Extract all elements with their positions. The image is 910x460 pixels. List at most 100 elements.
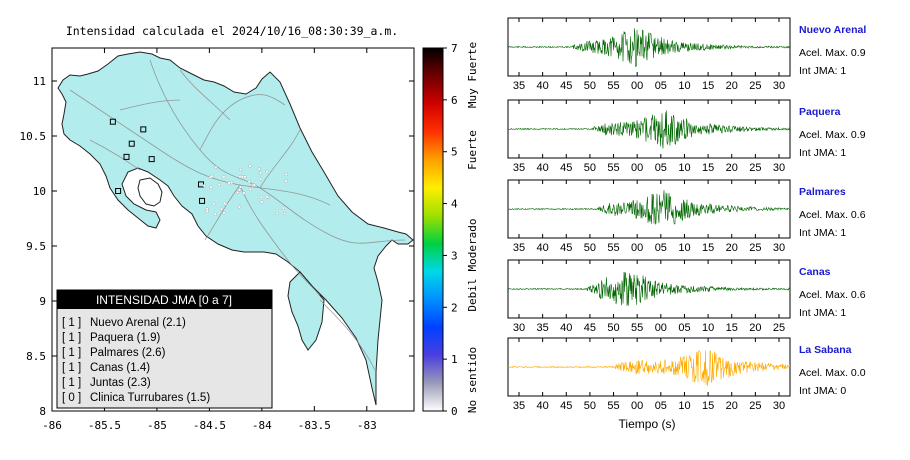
intensity-colorbar: 7 6 5 4 3 2 1 0 Muy Fuerte Fuerte Moderado Debil No… [422,42,479,418]
colorbar-tick-label: 7 [451,42,458,55]
seismogram-tick-label: 00 [655,322,667,334]
seismogram-panel: 35 40 45 50 55 00 05 10 15 20 25 30 Palmares Acel. Ma… [507,179,866,254]
seismogram-tick-label: 35 [537,322,549,334]
colorbar-category-label: Moderado [466,219,479,272]
seismogram-tick-label: 40 [537,400,549,412]
seismogram-tick-label: 10 [702,322,714,334]
seismogram-max-accel: Acel. Max. 0.6 [799,289,866,301]
seismogram-trace [507,28,791,67]
town-dot [247,179,251,184]
map-x-tick-label: -84.5 [193,419,226,432]
town-dot [212,202,216,206]
colorbar-category-label: Debil [466,278,479,311]
road-network [69,59,406,371]
town-dot [240,175,244,179]
town-dot [259,195,263,199]
map-x-tick-label: -83 [357,419,377,432]
seismogram-tick-label: 05 [655,80,667,92]
legend-station-name: Juntas (2.3) [90,377,151,389]
station-marker [115,188,122,194]
seismogram-tick-label: 50 [607,322,619,334]
seismogram-panel: 35 40 45 50 55 00 05 10 15 20 25 30 Nuevo Arenal Acel… [507,17,866,92]
seismogram-panel: 30 35 40 45 50 55 00 05 10 15 20 25 Canas Acel. Max. … [507,259,866,334]
town-dot [275,211,279,216]
town-dot [222,175,226,179]
seismogram-tick-label: 50 [584,80,596,92]
town-dot [284,179,288,183]
map-x-tick-label: -83.5 [298,419,331,432]
osa-peninsula [287,271,325,351]
seismogram-tick-label: 50 [584,162,596,174]
seismogram-tick-label: 00 [631,242,643,254]
town-dot [237,188,242,192]
seismogram-tick-label: 25 [773,322,785,334]
seismogram-tick-label: 00 [631,400,643,412]
map-x-tick-label: -85.5 [88,419,121,432]
seismogram-tick-label: 00 [631,80,643,92]
map-y-tick-label: 10 [33,185,46,198]
map-y-tick-label: 11 [33,75,46,88]
map-x-tick-label: -85 [147,419,167,432]
station-marker [123,153,130,160]
seismogram-tick-label: 50 [584,400,596,412]
map-y-tick-label: 10.5 [20,130,47,143]
seismogram-tick-label: 15 [726,322,738,334]
costa-rica-land [57,51,414,406]
map-x-tick-label: -86 [42,419,62,432]
town-dot [258,177,263,181]
station-marker [199,197,206,204]
seismogram-tick-label: 35 [513,242,525,254]
seismogram-jma-intensity: Int JMA: 1 [799,147,846,159]
colorbar-category-label: Fuerte [466,130,479,170]
colorbar-category-label: No sentido [466,347,479,413]
legend-level: [ 1 ] [62,332,81,344]
town-dot [209,185,213,189]
intensity-legend: INTENSIDAD JMA [0 a 7] [ 1 ] Nuevo Arenal… [56,289,273,409]
seismogram-tick-label: 25 [749,80,761,92]
seismogram-tick-label: 45 [560,400,572,412]
seismogram-tick-label: 15 [702,400,714,412]
seismogram-tick-label: 35 [513,162,525,174]
town-dot [248,164,252,168]
seismogram-tick-label: 55 [607,242,619,254]
colorbar-tick-label: 5 [451,146,458,159]
legend-station-name: Paquera (1.9) [90,332,160,344]
seismogram-tick-label: 40 [537,80,549,92]
seismogram-jma-intensity: Int JMA: 0 [799,385,846,397]
station-marker [128,140,135,147]
town-dot [205,209,209,213]
town-dot [237,205,242,209]
town-dot [284,172,288,177]
seismogram-tick-label: 45 [584,322,596,334]
town-dot [210,174,214,178]
seismogram-tick-label: 05 [655,242,667,254]
seismogram-tick-label: 20 [726,80,738,92]
seismogram-tick-label: 40 [537,162,549,174]
colorbar-ramp [422,47,444,412]
town-dot [282,211,287,216]
seismogram-tick-label: 10 [678,400,690,412]
seismogram-tick-label: 20 [749,322,761,334]
seismogram-tick-label: 10 [678,80,690,92]
seismogram-max-accel: Acel. Max. 0.6 [799,209,866,221]
seismogram-tick-label: 45 [560,242,572,254]
seismogram-tick-label: 30 [773,242,785,254]
town-dot [217,183,221,187]
colorbar-tick-label: 4 [451,198,458,211]
legend-level: [ 0 ] [62,392,81,404]
nicoya-gulf-water [137,177,163,207]
seismogram-trace [507,110,791,149]
seismogram-tick-label: 40 [537,242,549,254]
legend-station-name: Clinica Turrubares (1.5) [90,392,210,404]
seismogram-tick-label: 40 [560,322,572,334]
map-title: Intensidad calculada el 2024/10/16_08:30… [66,24,398,38]
seismogram-tick-label: 55 [607,162,619,174]
seismogram-tick-label: 05 [678,322,690,334]
seismogram-tick-label: 20 [726,400,738,412]
colorbar-tick-label: 1 [451,353,458,366]
seismogram-tick-label: 20 [726,162,738,174]
seismogram-tick-label: 10 [678,162,690,174]
map-x-tick-label: -84 [252,419,272,432]
seismogram-tick-label: 15 [702,242,714,254]
town-dot [214,165,218,170]
